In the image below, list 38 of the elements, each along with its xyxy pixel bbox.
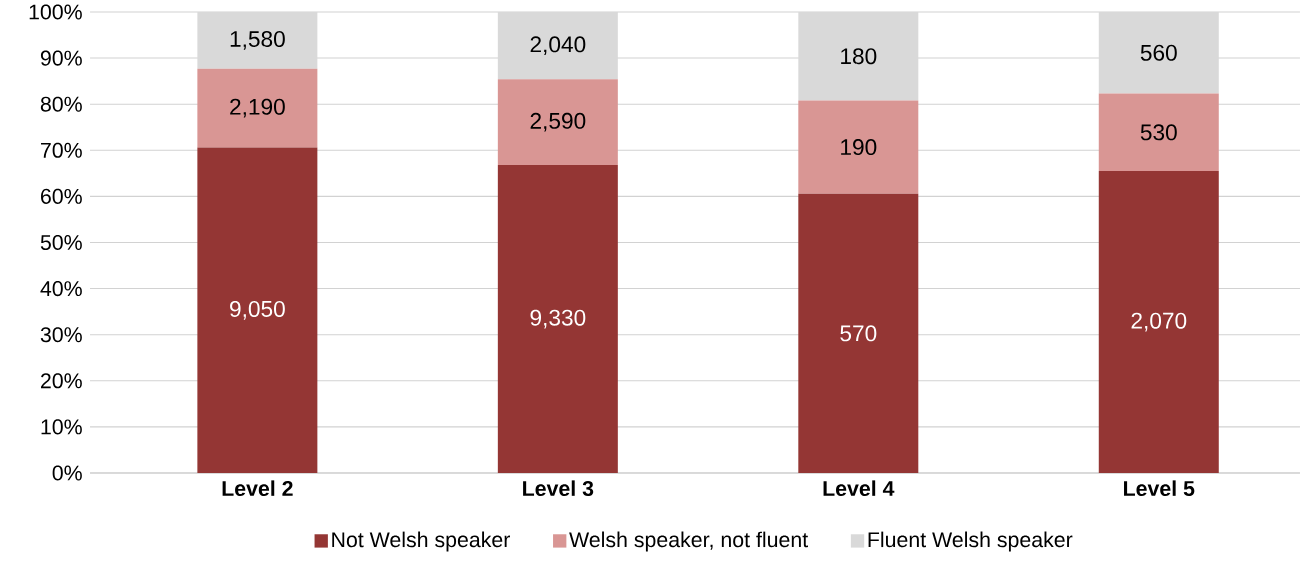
legend-label: Not Welsh speaker (332, 531, 510, 552)
y-tick-label: 100% (29, 4, 82, 20)
annotation: 530 (1140, 124, 1177, 141)
x-tick-label: Level 2 (222, 480, 293, 497)
annotation: 1,580 (230, 30, 285, 50)
x-tick-label: Level 4 (823, 480, 895, 497)
annotation: 9,330 (530, 309, 586, 329)
bar (197, 68, 318, 148)
annotation: 9,050 (230, 300, 285, 320)
annotation: 2,040 (530, 36, 586, 56)
bar (197, 147, 318, 473)
y-tick-label: 50% (40, 234, 82, 251)
y-tick-label: 60% (41, 188, 82, 204)
annotation: 2,070 (1131, 312, 1187, 332)
annotation: 560 (1140, 44, 1177, 61)
y-tick-label: 40% (40, 281, 82, 297)
annotation: 2,190 (230, 98, 285, 118)
legend-label: Fluent Welsh speaker (868, 531, 1073, 552)
annotation: 2,590 (530, 112, 586, 132)
y-tick-label: 70% (41, 142, 82, 158)
y-tick-label: 80% (40, 96, 82, 112)
annotation: 180 (841, 48, 877, 65)
x-tick-label: Level 3 (523, 480, 594, 497)
bar (497, 79, 618, 166)
legend-label: Welsh speaker, not fluent (569, 531, 808, 552)
y-tick-label: 10% (41, 419, 82, 435)
bar (798, 100, 919, 194)
bar (1098, 93, 1219, 172)
annotation: 570 (840, 325, 877, 342)
y-tick-label: 0% (52, 465, 82, 481)
y-tick-label: 20% (41, 373, 82, 389)
bar (1098, 171, 1219, 473)
bar (497, 165, 618, 473)
y-tick-label: 30% (40, 327, 82, 343)
annotation: 190 (841, 139, 877, 156)
y-tick-label: 90% (40, 50, 82, 66)
bar (798, 193, 919, 473)
x-tick-label: Level 5 (1124, 480, 1195, 497)
